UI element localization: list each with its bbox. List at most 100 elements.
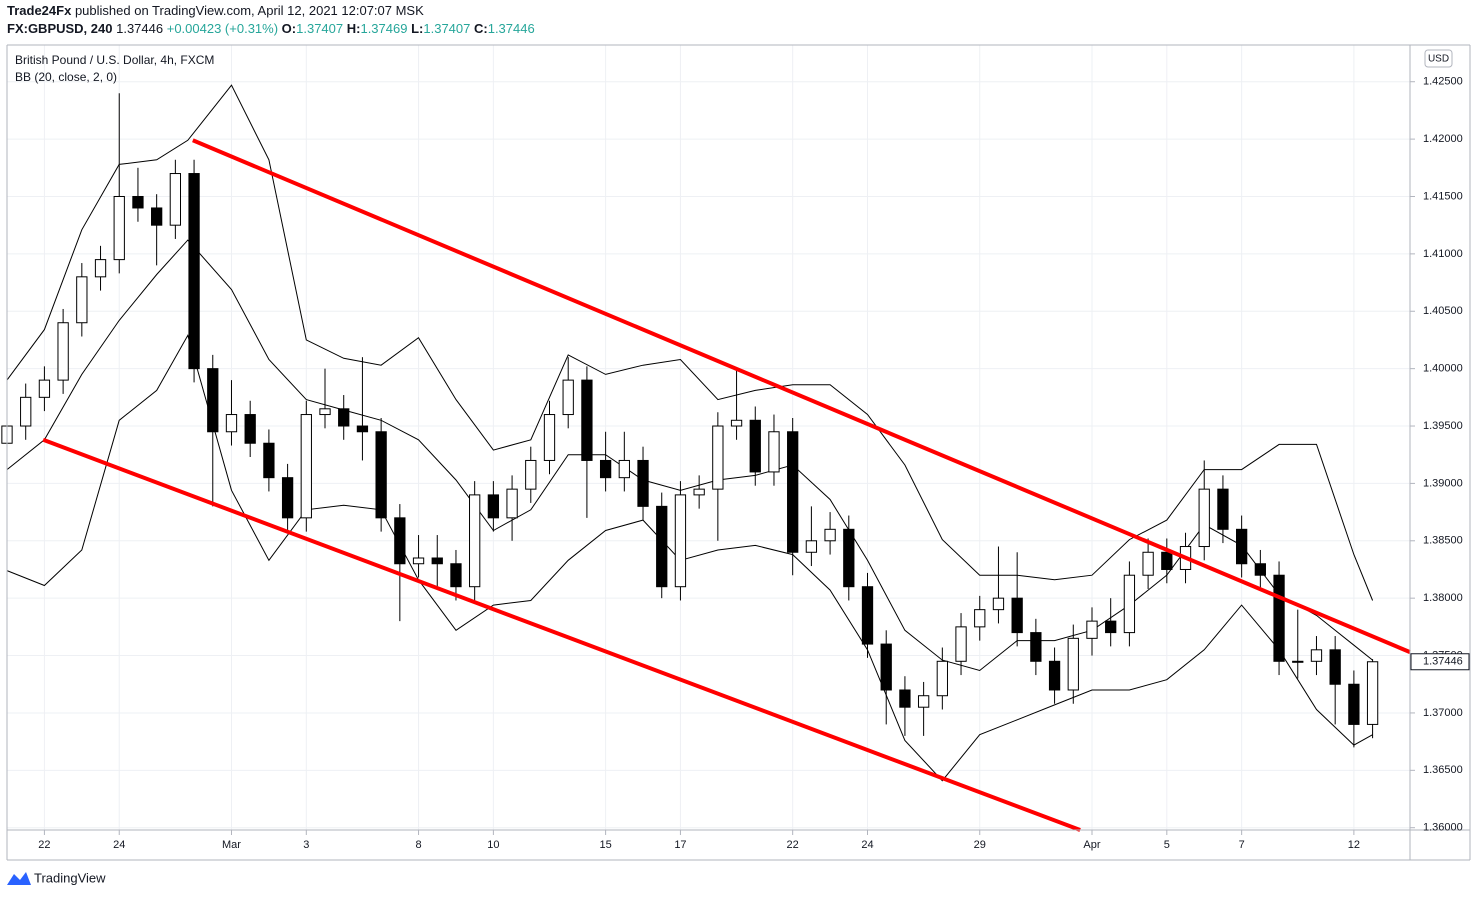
high: 1.37469 [360, 21, 407, 36]
currency-badge [1424, 49, 1453, 68]
x-tick-label: 12 [1348, 839, 1360, 851]
candle-body [412, 557, 425, 565]
candle-body [1048, 660, 1061, 691]
trend-line [192, 138, 1411, 654]
candle-body [768, 431, 780, 473]
candle-body [1030, 632, 1042, 662]
candle-body [955, 626, 967, 662]
candle-body [1086, 620, 1098, 639]
o-label: O: [282, 21, 296, 36]
candle-body [599, 459, 612, 479]
plot [1, 84, 1411, 832]
bollinger-upper [6, 84, 1374, 601]
indicator-legend: BB (20, close, 2, 0) [15, 70, 117, 84]
candle-body [319, 408, 331, 416]
x-tick-label: Mar [222, 839, 241, 851]
last-price-label: 1.37446 [1423, 656, 1463, 668]
candle-body [469, 494, 481, 588]
publisher: Trade24Fx [7, 3, 72, 18]
candle-body [1067, 637, 1079, 691]
x-tick-label: 5 [1164, 839, 1170, 851]
candle-body [57, 322, 69, 381]
y-tick-label: 1.39000 [1423, 477, 1463, 489]
symbol: FX:GBPUSD, 240 [7, 21, 112, 36]
trend-line [42, 437, 1081, 832]
candle-body [207, 368, 219, 433]
candle-body [1329, 649, 1341, 685]
candle-body [1011, 597, 1023, 634]
y-tick-label: 1.38500 [1423, 535, 1463, 547]
candle-body [861, 586, 874, 645]
candle-body [1217, 488, 1229, 530]
c-label: C: [474, 21, 488, 36]
candle-body [1123, 574, 1136, 634]
candle-body [1254, 563, 1266, 576]
candle-body [730, 419, 743, 427]
candle-body [637, 459, 649, 507]
x-tick-label: 7 [1239, 839, 1245, 851]
candle-body [562, 379, 574, 416]
y-tick-label: 1.40000 [1423, 363, 1463, 375]
candle-body [880, 643, 892, 691]
candle-body [132, 195, 144, 209]
x-tick-label: 24 [113, 839, 125, 851]
candle-body [281, 477, 294, 519]
x-tick-label: 10 [487, 839, 499, 851]
close: 1.37446 [488, 21, 535, 36]
candle-body [375, 431, 387, 519]
candle-body [824, 528, 836, 542]
candle-body [394, 517, 406, 565]
candle-body [843, 528, 855, 588]
candle-body [992, 597, 1005, 611]
candle-body [225, 414, 238, 433]
y-tick-label: 1.41000 [1423, 248, 1463, 260]
x-tick-label: 24 [861, 839, 873, 851]
candle-body [1105, 620, 1117, 634]
candle-body [1292, 660, 1304, 663]
y-tick-label: 1.41500 [1423, 190, 1463, 202]
x-tick-label: 29 [974, 839, 986, 851]
candle-body [656, 505, 668, 588]
candle-body [1198, 488, 1210, 548]
candle-body [618, 459, 630, 479]
h-label: H: [347, 21, 361, 36]
candle-body [76, 276, 88, 324]
candle-body [1161, 551, 1173, 570]
candle-body [1142, 551, 1154, 576]
candle-body [974, 609, 986, 628]
x-tick-label: 3 [303, 839, 309, 851]
last-price: 1.37446 [116, 21, 163, 36]
change: +0.00423 (+0.31%) [167, 21, 278, 36]
candle-body [712, 425, 724, 490]
candle-body [20, 396, 32, 427]
candle-body [1235, 528, 1248, 565]
candle-body [693, 488, 705, 496]
candle-body [94, 259, 107, 278]
quote-line: FX:GBPUSD, 240 1.37446 +0.00423 (+0.31%)… [7, 21, 535, 36]
candle-body [581, 379, 593, 461]
candle-body [300, 414, 312, 519]
currency: USD [1428, 54, 1449, 65]
candle-body [113, 195, 125, 261]
bollinger-lower [6, 334, 1373, 782]
last-price-badge [1410, 653, 1470, 671]
y-tick-label: 1.40500 [1423, 305, 1463, 317]
y-tick-label: 1.36500 [1423, 764, 1463, 776]
logo-icon [7, 872, 31, 885]
y-tick-label: 1.39500 [1423, 420, 1463, 432]
x-tick-label: 22 [787, 839, 799, 851]
candle-body [169, 173, 182, 226]
x-tick-label: Apr [1083, 839, 1100, 851]
candle-body [487, 494, 500, 519]
open: 1.37407 [296, 21, 343, 36]
candle-body [506, 488, 518, 519]
y-tick-label: 1.42500 [1423, 76, 1463, 88]
footer-brand: TradingView [34, 870, 106, 885]
axes: 1.360001.365001.370001.375001.380001.385… [38, 76, 1470, 851]
publish-line: Trade24Fx published on TradingView.com, … [7, 3, 424, 18]
candle-body [431, 557, 443, 565]
candle-body [1310, 649, 1323, 662]
